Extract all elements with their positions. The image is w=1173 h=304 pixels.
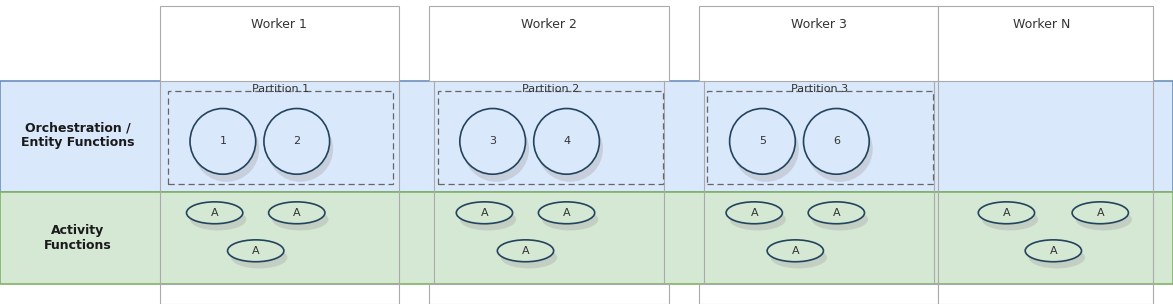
Text: A: A — [833, 208, 840, 218]
Text: Worker 1: Worker 1 — [251, 18, 307, 31]
Ellipse shape — [190, 109, 256, 174]
Ellipse shape — [542, 209, 598, 230]
Text: A: A — [252, 246, 259, 256]
Text: A: A — [751, 208, 758, 218]
Ellipse shape — [460, 109, 526, 174]
Ellipse shape — [1076, 209, 1132, 230]
FancyBboxPatch shape — [0, 81, 1173, 192]
Text: 3: 3 — [489, 136, 496, 146]
Ellipse shape — [807, 116, 873, 182]
Ellipse shape — [537, 116, 603, 182]
FancyBboxPatch shape — [429, 284, 669, 304]
Ellipse shape — [272, 209, 328, 230]
Ellipse shape — [804, 109, 869, 174]
Ellipse shape — [463, 116, 529, 182]
Text: A: A — [293, 208, 300, 218]
Text: 4: 4 — [563, 136, 570, 146]
Ellipse shape — [767, 240, 823, 262]
FancyBboxPatch shape — [0, 192, 1173, 284]
Ellipse shape — [497, 240, 554, 262]
Ellipse shape — [733, 116, 799, 182]
Ellipse shape — [190, 209, 246, 230]
Text: 6: 6 — [833, 136, 840, 146]
Text: A: A — [522, 246, 529, 256]
Ellipse shape — [269, 202, 325, 224]
Text: Worker 2: Worker 2 — [521, 18, 577, 31]
Text: Activity
Functions: Activity Functions — [43, 224, 111, 252]
Ellipse shape — [231, 247, 287, 268]
Ellipse shape — [726, 202, 782, 224]
Ellipse shape — [460, 209, 516, 230]
FancyBboxPatch shape — [699, 6, 938, 81]
Ellipse shape — [730, 209, 786, 230]
Text: Partition 3: Partition 3 — [792, 84, 848, 94]
Text: Worker N: Worker N — [1013, 18, 1070, 31]
Ellipse shape — [730, 109, 795, 174]
FancyBboxPatch shape — [938, 284, 1153, 304]
FancyBboxPatch shape — [160, 6, 399, 81]
FancyBboxPatch shape — [160, 284, 399, 304]
Ellipse shape — [978, 202, 1035, 224]
Text: Partition 1: Partition 1 — [252, 84, 308, 94]
Ellipse shape — [812, 209, 868, 230]
Ellipse shape — [228, 240, 284, 262]
Text: 1: 1 — [219, 136, 226, 146]
FancyBboxPatch shape — [938, 6, 1153, 81]
Ellipse shape — [501, 247, 557, 268]
Ellipse shape — [194, 116, 259, 182]
Ellipse shape — [264, 109, 330, 174]
Ellipse shape — [771, 247, 827, 268]
Ellipse shape — [267, 116, 333, 182]
Text: 5: 5 — [759, 136, 766, 146]
Text: A: A — [792, 246, 799, 256]
Ellipse shape — [534, 109, 599, 174]
FancyBboxPatch shape — [429, 6, 669, 81]
Ellipse shape — [1029, 247, 1085, 268]
Ellipse shape — [538, 202, 595, 224]
Text: Orchestration /
Entity Functions: Orchestration / Entity Functions — [21, 121, 134, 149]
Text: A: A — [1003, 208, 1010, 218]
FancyBboxPatch shape — [699, 284, 938, 304]
Text: A: A — [481, 208, 488, 218]
Ellipse shape — [1072, 202, 1128, 224]
Text: A: A — [211, 208, 218, 218]
Text: A: A — [563, 208, 570, 218]
Ellipse shape — [456, 202, 513, 224]
Text: Worker 3: Worker 3 — [791, 18, 847, 31]
Ellipse shape — [982, 209, 1038, 230]
Ellipse shape — [187, 202, 243, 224]
Text: Partition 2: Partition 2 — [522, 84, 578, 94]
Text: A: A — [1097, 208, 1104, 218]
Text: 2: 2 — [293, 136, 300, 146]
Ellipse shape — [1025, 240, 1082, 262]
Ellipse shape — [808, 202, 865, 224]
Text: A: A — [1050, 246, 1057, 256]
